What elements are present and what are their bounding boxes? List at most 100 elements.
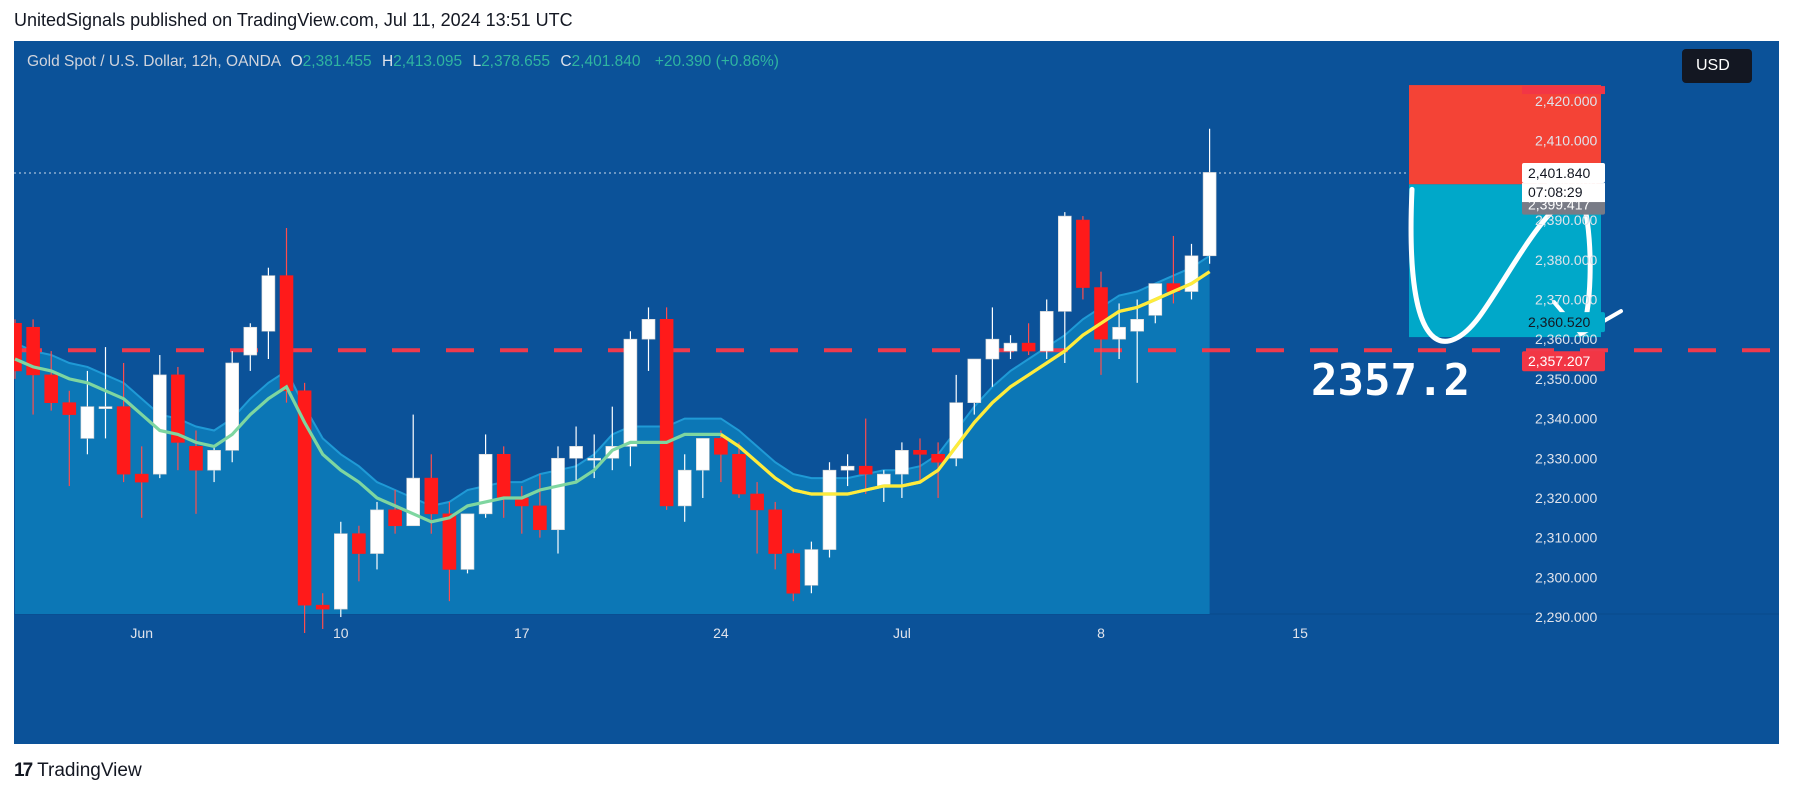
y-tick-label: 2,350.000: [1535, 371, 1597, 387]
candle-body: [134, 473, 149, 483]
candle-body: [1112, 326, 1126, 340]
candle-body: [207, 450, 221, 471]
candle-body: [533, 505, 547, 531]
candle-body: [822, 469, 837, 550]
candle-body: [1202, 172, 1217, 257]
price-labels: 2,401.8402,399.4172,360.5202,357.20707:0…: [1522, 86, 1605, 372]
tradingview-logo-icon: 17: [14, 760, 33, 781]
candles: [14, 128, 1217, 633]
candle-body: [62, 402, 77, 415]
axes: 2,290.000 2,300.000 2,310.000 2,320.000 2,33…: [130, 93, 1597, 641]
ma-line-yellow: [720, 270, 1211, 496]
change-value: +20.390 (+0.86%): [654, 53, 779, 70]
y-tick-label: 2,320.000: [1535, 490, 1597, 506]
candle-body: [1058, 215, 1072, 312]
candle-body: [1130, 319, 1144, 332]
candle-body: [1076, 219, 1090, 288]
symbol-legend: Gold Spot / U.S. Dollar, 12h, OANDA O2,3…: [27, 53, 779, 71]
candle-body: [14, 322, 22, 372]
y-tick-label: 2,300.000: [1535, 569, 1597, 585]
candle-body: [876, 473, 891, 487]
y-tick-label: 2,330.000: [1535, 450, 1597, 466]
candle-body: [388, 509, 402, 527]
y-tick-label: 2,420.000: [1535, 93, 1597, 109]
level-price-label: 2,357.207: [1528, 353, 1590, 369]
candle-body: [460, 513, 475, 570]
published-line: UnitedSignals published on TradingView.c…: [14, 10, 573, 30]
x-tick-label: Jun: [130, 625, 153, 641]
x-tick-label: 24: [713, 625, 729, 641]
x-tick-label: 8: [1097, 625, 1105, 641]
y-tick-label: 2,380.000: [1535, 252, 1597, 268]
countdown-label: 07:08:29: [1528, 184, 1583, 200]
candle-body: [26, 326, 40, 376]
low-value: 2,378.655: [481, 53, 551, 70]
candle-body: [659, 319, 674, 507]
candle-body: [768, 509, 783, 554]
candle-body: [1003, 342, 1018, 352]
candle-body: [478, 453, 493, 515]
x-tick-label: 17: [514, 625, 530, 641]
candle-body: [677, 469, 692, 507]
candle-body: [297, 390, 312, 606]
target-price-label: 2,360.520: [1528, 314, 1590, 330]
current-price-label: 2,401.840: [1528, 165, 1590, 181]
open-value: 2,381.455: [302, 53, 372, 70]
level-price-label-box: [1522, 351, 1605, 372]
candle-body: [895, 450, 909, 475]
currency-button[interactable]: USD: [1682, 49, 1752, 83]
close-value: 2,401.840: [571, 53, 641, 70]
y-tick-label: 2,290.000: [1535, 609, 1597, 625]
candle-body: [641, 319, 656, 340]
candle-body: [243, 326, 258, 356]
candle-body: [732, 453, 746, 495]
candle-body: [116, 406, 131, 475]
price-chart[interactable]: 2357.2 2,290.000 2,300.000 2,310.000 2,320.…: [14, 41, 1779, 744]
candle-body: [1021, 342, 1036, 352]
candle-body: [587, 457, 602, 461]
candle-body: [98, 406, 113, 409]
x-tick-label: 10: [333, 625, 349, 641]
footer: 17 TradingView: [14, 760, 142, 782]
candle-body: [623, 338, 638, 447]
candle-body: [569, 446, 583, 459]
high-value: 2,413.095: [393, 53, 463, 70]
candle-body: [171, 374, 185, 443]
low-key: L: [472, 53, 482, 70]
y-tick-label: 2,370.000: [1535, 291, 1597, 307]
current-price-label-box: [1522, 163, 1605, 184]
candle-body: [714, 438, 728, 455]
candle-body: [786, 553, 801, 594]
candle-body: [750, 493, 764, 511]
candle-body: [967, 358, 982, 403]
candle-body: [1094, 287, 1108, 340]
open-key: O: [290, 53, 303, 70]
candle-body: [44, 374, 59, 403]
chart-panel[interactable]: 2357.2 2,290.000 2,300.000 2,310.000 2,320.…: [14, 41, 1779, 744]
y-tick-label: 2,360.000: [1535, 331, 1597, 347]
candle-body: [279, 275, 294, 392]
candle-body: [551, 457, 565, 531]
close-key: C: [560, 53, 572, 70]
high-key: H: [381, 53, 394, 70]
candle-body: [315, 604, 330, 610]
x-tick-label: Jul: [893, 625, 911, 641]
candle-body: [913, 450, 927, 455]
candle-body: [931, 453, 945, 463]
y-tick-label: 2,390.000: [1535, 212, 1597, 228]
candle-body: [804, 549, 819, 586]
candle-body: [189, 446, 203, 471]
candle-body: [424, 477, 439, 515]
brand-name: TradingView: [37, 760, 142, 781]
candle-body: [333, 533, 348, 610]
countdown-box: [1522, 183, 1605, 203]
target-annotation: 2357.2: [1311, 355, 1470, 406]
target-price-label-box: [1522, 312, 1605, 333]
candle-body: [442, 513, 457, 570]
x-tick-label: 15: [1292, 625, 1308, 641]
support-level: [14, 172, 1779, 353]
candle-body: [858, 465, 873, 475]
y-tick-label: 2,340.000: [1535, 411, 1597, 427]
symbol-title: Gold Spot / U.S. Dollar, 12h, OANDA: [27, 53, 281, 70]
ma-line: [14, 270, 1211, 524]
